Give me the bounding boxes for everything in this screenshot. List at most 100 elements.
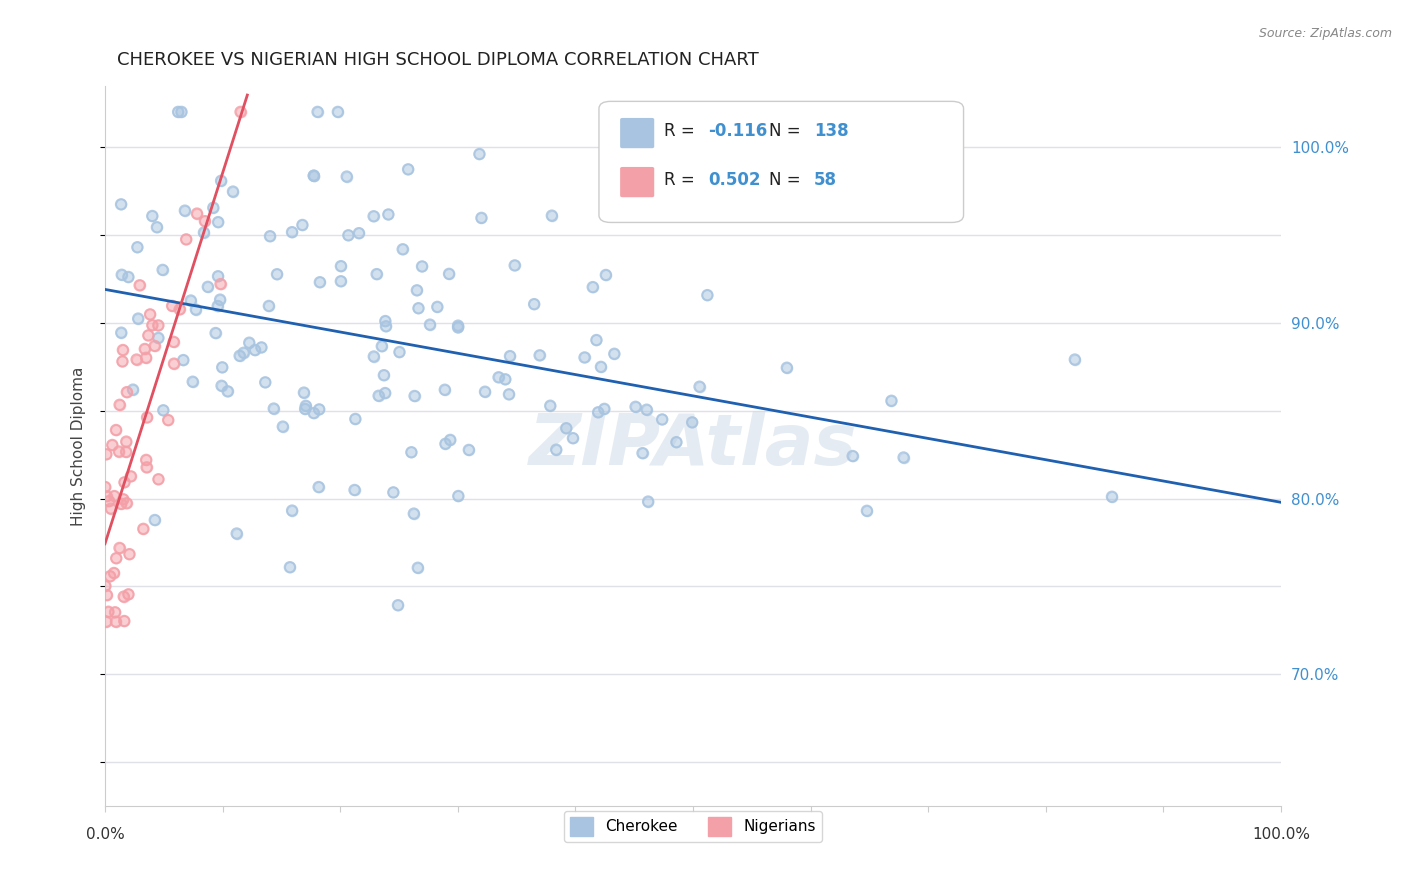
Point bbox=[105, 423, 128, 437]
Point bbox=[115, 385, 138, 400]
Point bbox=[257, 299, 280, 313]
Point bbox=[404, 389, 426, 403]
Point bbox=[141, 318, 163, 333]
Point bbox=[447, 489, 470, 503]
Point bbox=[204, 326, 226, 340]
Point bbox=[257, 299, 280, 313]
Point bbox=[115, 434, 138, 449]
Point bbox=[366, 267, 388, 281]
Point bbox=[228, 349, 250, 363]
Point bbox=[294, 401, 316, 416]
Point bbox=[120, 469, 142, 483]
Point bbox=[344, 412, 367, 426]
Point bbox=[111, 343, 134, 357]
Point bbox=[434, 436, 457, 450]
Point bbox=[1063, 352, 1085, 367]
Point bbox=[494, 372, 516, 386]
Point bbox=[439, 433, 461, 447]
Point bbox=[139, 307, 162, 321]
Point bbox=[97, 605, 120, 619]
Point bbox=[574, 351, 596, 365]
Point bbox=[134, 342, 156, 356]
Point bbox=[651, 412, 673, 426]
Point bbox=[157, 413, 180, 427]
Point bbox=[291, 218, 314, 232]
Point bbox=[141, 209, 163, 223]
Legend: Cherokee, Nigerians: Cherokee, Nigerians bbox=[564, 811, 823, 842]
Point bbox=[207, 269, 229, 284]
Point bbox=[96, 615, 118, 629]
Point bbox=[363, 209, 385, 223]
Point bbox=[624, 400, 647, 414]
Point bbox=[136, 328, 159, 343]
Point bbox=[225, 526, 247, 541]
Point bbox=[127, 240, 149, 254]
Point bbox=[391, 242, 413, 256]
Point bbox=[167, 104, 190, 119]
Point bbox=[98, 569, 121, 583]
Point bbox=[209, 174, 232, 188]
Point bbox=[586, 405, 609, 419]
Point bbox=[127, 240, 149, 254]
Point bbox=[259, 229, 281, 244]
Point bbox=[111, 354, 134, 368]
Point bbox=[115, 496, 138, 510]
Point bbox=[582, 280, 605, 294]
Point bbox=[111, 343, 134, 357]
Point bbox=[110, 326, 132, 340]
Point bbox=[308, 402, 330, 417]
Point bbox=[103, 566, 125, 580]
Point bbox=[382, 485, 405, 500]
Point bbox=[631, 446, 654, 460]
Point bbox=[281, 225, 304, 239]
Point bbox=[146, 220, 169, 235]
Point bbox=[593, 401, 616, 416]
Point bbox=[141, 209, 163, 223]
Point bbox=[406, 560, 429, 574]
Point bbox=[374, 319, 396, 334]
Point bbox=[127, 311, 149, 326]
Point bbox=[148, 331, 170, 345]
Point bbox=[96, 447, 118, 461]
Point bbox=[555, 421, 578, 435]
Point bbox=[387, 599, 409, 613]
Point bbox=[181, 375, 204, 389]
Point bbox=[117, 270, 139, 285]
Point bbox=[371, 339, 394, 353]
Point bbox=[308, 480, 330, 494]
Point bbox=[374, 386, 396, 401]
Point bbox=[636, 402, 658, 417]
Point bbox=[98, 494, 121, 508]
Point bbox=[211, 378, 233, 392]
Point bbox=[426, 300, 449, 314]
Point bbox=[148, 318, 170, 333]
Point bbox=[546, 442, 568, 457]
Point bbox=[135, 351, 157, 365]
Point bbox=[169, 302, 191, 317]
Point bbox=[173, 203, 195, 218]
Point bbox=[271, 419, 294, 434]
Point bbox=[186, 206, 208, 220]
Point bbox=[141, 318, 163, 333]
Point bbox=[555, 421, 578, 435]
Point bbox=[336, 169, 359, 184]
Point bbox=[143, 339, 166, 353]
Point bbox=[174, 232, 197, 246]
Point bbox=[112, 614, 135, 628]
Point bbox=[561, 431, 583, 445]
Point bbox=[295, 399, 318, 413]
Point bbox=[94, 480, 117, 494]
Point bbox=[170, 104, 193, 119]
Point bbox=[347, 226, 370, 240]
Point bbox=[291, 218, 314, 232]
Point bbox=[243, 343, 266, 357]
Point bbox=[112, 492, 135, 507]
Point bbox=[108, 444, 131, 458]
Point bbox=[148, 472, 170, 486]
Point bbox=[344, 412, 367, 426]
Point bbox=[589, 359, 612, 374]
Point bbox=[426, 300, 449, 314]
Point bbox=[238, 335, 260, 350]
Point bbox=[108, 541, 131, 555]
Point bbox=[232, 345, 254, 359]
